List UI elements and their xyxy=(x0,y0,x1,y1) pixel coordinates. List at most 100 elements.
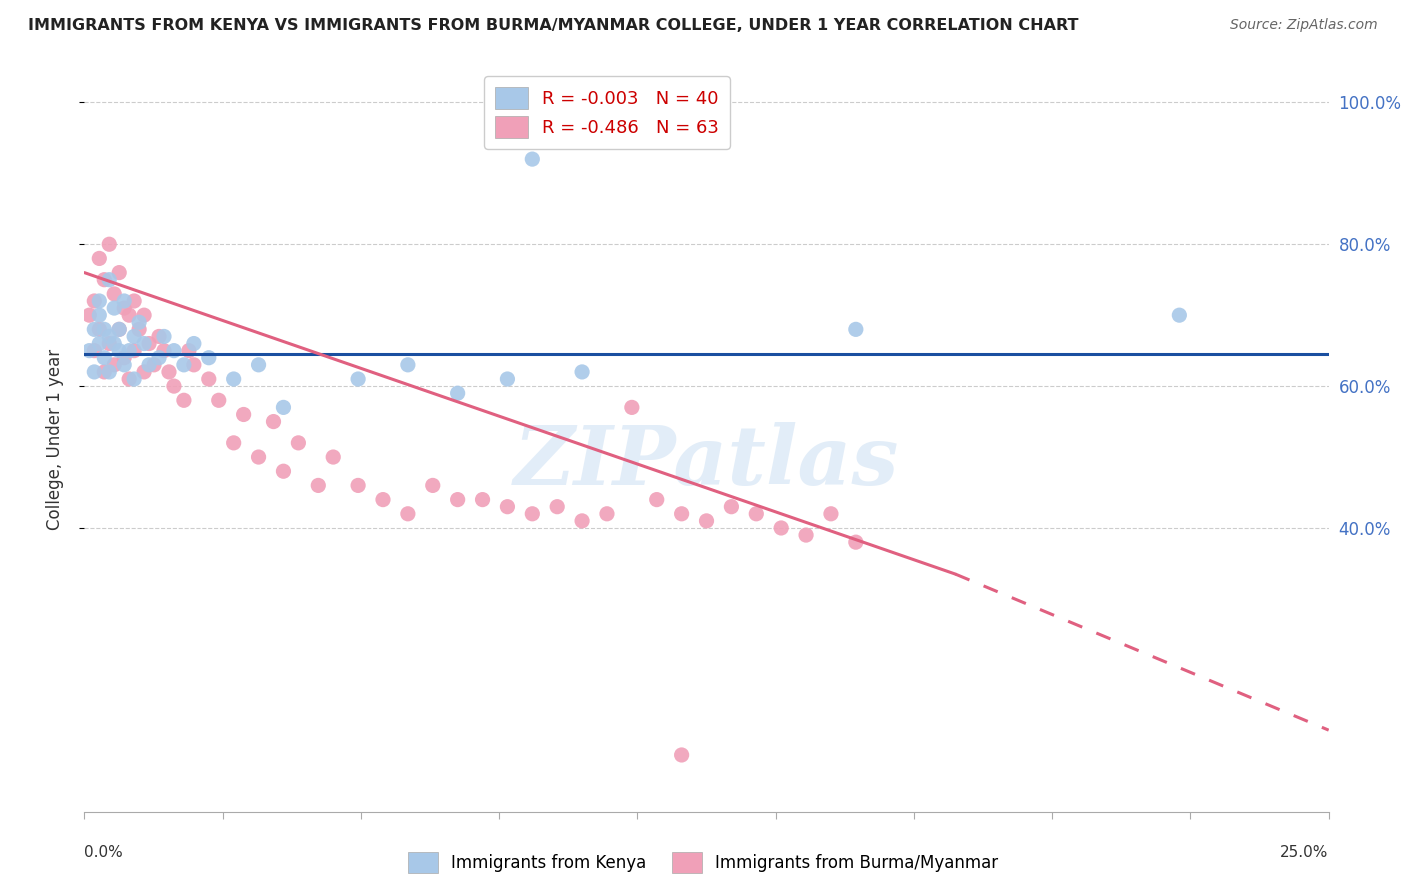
Point xyxy=(596,507,619,521)
Point xyxy=(208,393,231,408)
Point xyxy=(128,315,150,329)
Point xyxy=(89,322,111,336)
Point xyxy=(770,521,793,535)
Point xyxy=(103,358,125,372)
Point xyxy=(148,329,170,343)
Point xyxy=(447,492,470,507)
Point xyxy=(546,500,568,514)
Point xyxy=(183,336,205,351)
Point xyxy=(89,252,111,266)
Point xyxy=(83,343,105,358)
Point xyxy=(83,293,105,308)
Point xyxy=(696,514,718,528)
Y-axis label: College, Under 1 year: College, Under 1 year xyxy=(45,349,63,530)
Point xyxy=(132,336,155,351)
Point xyxy=(89,336,111,351)
Point xyxy=(93,351,115,365)
Point xyxy=(720,500,742,514)
Point xyxy=(132,365,155,379)
Point xyxy=(122,293,145,308)
Point xyxy=(471,492,494,507)
Point xyxy=(745,507,768,521)
Point xyxy=(645,492,668,507)
Point xyxy=(98,365,121,379)
Point xyxy=(571,365,593,379)
Point xyxy=(845,322,868,336)
Point xyxy=(183,358,205,372)
Point xyxy=(287,435,309,450)
Point xyxy=(112,301,135,315)
Point xyxy=(98,336,121,351)
Point xyxy=(232,408,254,422)
Point xyxy=(128,322,150,336)
Point xyxy=(112,351,135,365)
Text: Source: ZipAtlas.com: Source: ZipAtlas.com xyxy=(1230,18,1378,32)
Point xyxy=(571,514,593,528)
Point xyxy=(157,365,180,379)
Point xyxy=(83,365,105,379)
Point xyxy=(845,535,868,549)
Point xyxy=(347,372,370,386)
Point xyxy=(122,372,145,386)
Legend: Immigrants from Kenya, Immigrants from Burma/Myanmar: Immigrants from Kenya, Immigrants from B… xyxy=(401,846,1005,880)
Point xyxy=(108,322,131,336)
Point xyxy=(794,528,817,542)
Point xyxy=(132,308,155,322)
Point xyxy=(103,286,125,301)
Point xyxy=(447,386,470,401)
Point xyxy=(153,343,176,358)
Point xyxy=(93,322,115,336)
Point xyxy=(496,372,519,386)
Point xyxy=(103,336,125,351)
Point xyxy=(98,329,121,343)
Point xyxy=(222,435,245,450)
Point xyxy=(177,343,200,358)
Point xyxy=(143,358,166,372)
Point xyxy=(307,478,329,492)
Point xyxy=(98,273,121,287)
Point xyxy=(173,393,195,408)
Point xyxy=(371,492,394,507)
Point xyxy=(93,365,115,379)
Point xyxy=(1168,308,1191,322)
Point xyxy=(522,152,544,166)
Point xyxy=(83,322,105,336)
Point xyxy=(620,401,643,415)
Legend: R = -0.003   N = 40, R = -0.486   N = 63: R = -0.003 N = 40, R = -0.486 N = 63 xyxy=(484,76,730,149)
Point xyxy=(820,507,842,521)
Point xyxy=(89,293,111,308)
Text: 0.0%: 0.0% xyxy=(84,846,124,860)
Point xyxy=(273,464,295,478)
Point xyxy=(118,308,141,322)
Point xyxy=(79,343,101,358)
Point xyxy=(247,358,270,372)
Point xyxy=(93,273,115,287)
Point xyxy=(103,301,125,315)
Point xyxy=(198,372,221,386)
Point xyxy=(79,308,101,322)
Point xyxy=(138,336,160,351)
Point xyxy=(112,293,135,308)
Text: IMMIGRANTS FROM KENYA VS IMMIGRANTS FROM BURMA/MYANMAR COLLEGE, UNDER 1 YEAR COR: IMMIGRANTS FROM KENYA VS IMMIGRANTS FROM… xyxy=(28,18,1078,33)
Point xyxy=(422,478,444,492)
Point xyxy=(108,343,131,358)
Point xyxy=(153,329,176,343)
Point xyxy=(138,358,160,372)
Point xyxy=(163,379,186,393)
Point xyxy=(671,747,693,762)
Point xyxy=(347,478,370,492)
Point xyxy=(322,450,344,464)
Point xyxy=(496,500,519,514)
Point xyxy=(173,358,195,372)
Text: 25.0%: 25.0% xyxy=(1281,846,1329,860)
Point xyxy=(163,343,186,358)
Point xyxy=(263,415,285,429)
Point xyxy=(118,343,141,358)
Point xyxy=(396,507,419,521)
Point xyxy=(89,308,111,322)
Point xyxy=(273,401,295,415)
Point xyxy=(122,329,145,343)
Point xyxy=(396,358,419,372)
Point xyxy=(118,372,141,386)
Text: ZIPatlas: ZIPatlas xyxy=(513,422,900,501)
